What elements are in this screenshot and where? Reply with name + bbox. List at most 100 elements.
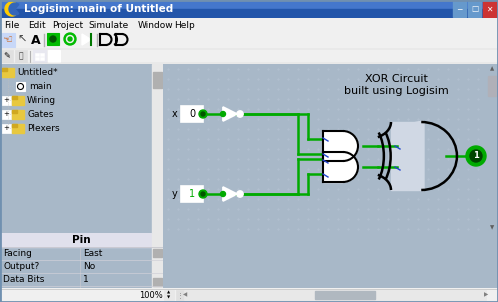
Bar	[2, 124, 11, 133]
Wedge shape	[5, 2, 15, 16]
Text: +: +	[3, 98, 9, 104]
Text: 1: 1	[83, 275, 89, 284]
Circle shape	[221, 111, 226, 117]
Text: Wiring: Wiring	[27, 96, 56, 105]
Circle shape	[237, 111, 243, 117]
Text: XOR Circuit: XOR Circuit	[365, 74, 428, 84]
Circle shape	[221, 191, 226, 197]
Bar	[33, 50, 46, 62]
Bar	[2, 68, 7, 71]
Text: □: □	[471, 5, 478, 14]
Bar	[48, 50, 60, 62]
Wedge shape	[343, 152, 358, 182]
Bar	[40, 53, 44, 56]
Circle shape	[64, 33, 76, 45]
Text: ▲: ▲	[167, 291, 170, 294]
Text: ✎: ✎	[3, 52, 10, 60]
Bar	[323, 131, 343, 161]
Text: A: A	[31, 34, 41, 47]
Text: main: main	[29, 82, 52, 91]
Text: ✕: ✕	[487, 5, 493, 14]
Polygon shape	[223, 187, 237, 201]
Text: Window: Window	[138, 21, 174, 30]
Bar	[153, 278, 162, 286]
Text: 1: 1	[189, 189, 195, 199]
Circle shape	[201, 192, 205, 196]
Bar	[1, 50, 13, 62]
Bar	[153, 249, 162, 257]
Bar	[468, 1, 481, 17]
Bar	[453, 1, 466, 17]
Text: 100%: 100%	[139, 291, 163, 300]
Text: Facing: Facing	[3, 249, 32, 258]
Bar	[152, 233, 163, 288]
Text: Project: Project	[52, 21, 83, 30]
Text: +: +	[3, 126, 9, 131]
Text: File: File	[4, 21, 19, 30]
Bar	[315, 291, 375, 299]
Circle shape	[50, 36, 56, 42]
Text: y: y	[171, 189, 177, 199]
Bar	[35, 57, 39, 60]
Text: Simulate: Simulate	[88, 21, 128, 30]
Text: x: x	[171, 109, 177, 119]
Bar	[12, 124, 24, 133]
Bar	[12, 110, 17, 113]
Text: ☜: ☜	[3, 35, 13, 45]
Text: ◀: ◀	[183, 293, 187, 297]
Bar	[12, 124, 17, 127]
Text: ⛓: ⛓	[19, 52, 23, 60]
Text: Untitled*: Untitled*	[17, 68, 58, 77]
Bar	[1, 33, 15, 47]
Text: ⋮: ⋮	[176, 292, 183, 298]
Bar	[35, 53, 39, 56]
Bar	[47, 33, 59, 45]
Bar	[181, 186, 203, 202]
Bar	[15, 50, 27, 62]
Text: Logisim: main of Untitled: Logisim: main of Untitled	[24, 4, 173, 14]
Text: Help: Help	[174, 21, 195, 30]
Text: ▲: ▲	[491, 66, 495, 72]
Text: 1: 1	[473, 152, 479, 160]
Bar	[40, 57, 44, 60]
Polygon shape	[82, 34, 91, 45]
Bar	[152, 64, 163, 233]
Bar	[488, 76, 497, 96]
Text: No: No	[83, 262, 95, 271]
Circle shape	[237, 191, 243, 197]
Text: Pin: Pin	[72, 235, 90, 245]
Text: East: East	[83, 249, 103, 258]
Text: Data Bits: Data Bits	[3, 275, 44, 284]
Text: ▶: ▶	[484, 293, 488, 297]
Text: ↖: ↖	[17, 35, 27, 45]
Wedge shape	[343, 131, 358, 161]
Bar	[181, 106, 203, 122]
Text: Plexers: Plexers	[27, 124, 60, 133]
Bar	[153, 72, 162, 88]
Bar	[0, 0, 498, 9]
Circle shape	[67, 36, 74, 43]
Circle shape	[199, 110, 207, 118]
Bar	[16, 82, 25, 91]
Wedge shape	[389, 121, 424, 191]
Circle shape	[201, 112, 205, 116]
Bar	[2, 110, 11, 119]
Wedge shape	[9, 3, 19, 15]
Circle shape	[470, 150, 482, 162]
Bar	[184, 290, 486, 300]
Bar	[12, 110, 24, 119]
Bar	[483, 1, 496, 17]
Bar	[2, 68, 14, 77]
Text: Edit: Edit	[28, 21, 46, 30]
Bar	[0, 233, 163, 247]
Text: 0: 0	[189, 109, 195, 119]
Bar	[391, 122, 418, 190]
Bar	[323, 152, 343, 182]
Bar	[0, 9, 498, 18]
Text: Gates: Gates	[27, 110, 53, 119]
Bar	[164, 290, 174, 300]
Circle shape	[68, 37, 72, 41]
Text: ▼: ▼	[491, 226, 495, 230]
Circle shape	[466, 146, 486, 166]
Bar	[12, 96, 17, 99]
